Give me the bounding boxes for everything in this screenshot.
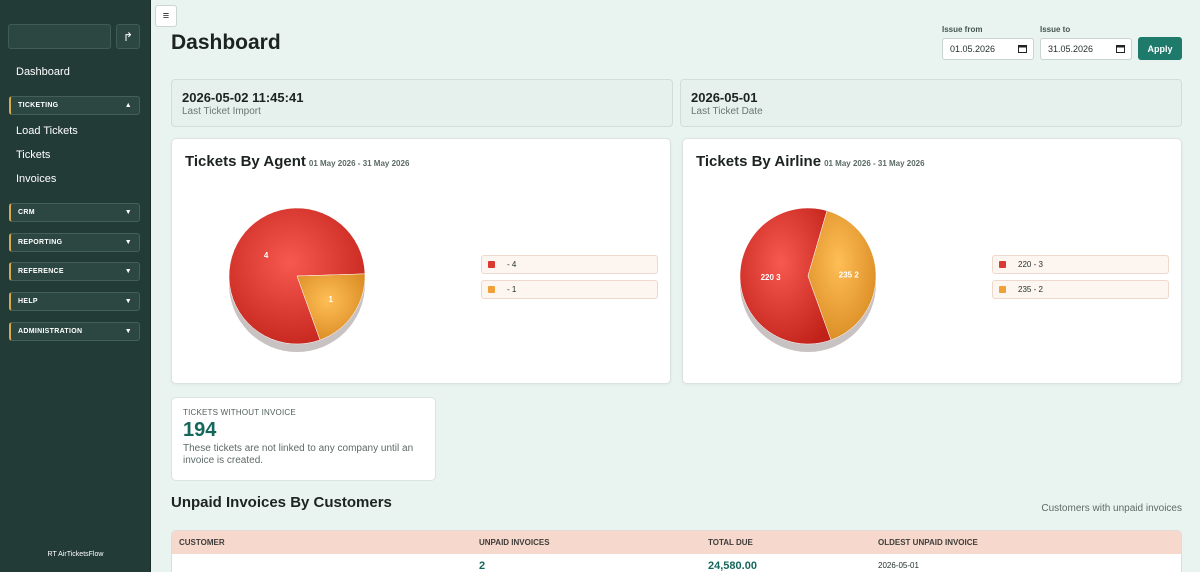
issue-from-label: Issue from (942, 25, 983, 34)
sidebar-group-ticketing[interactable]: TICKETING ▲ (9, 96, 140, 115)
sidebar-group-reference[interactable]: REFERENCE ▼ (9, 262, 140, 281)
chevron-down-icon: ▼ (124, 298, 132, 305)
chart-date-range: 01 May 2026 - 31 May 2026 (824, 159, 925, 168)
chevron-down-icon: ▼ (124, 268, 132, 275)
sidebar-group-administration[interactable]: ADMINISTRATION ▼ (9, 322, 140, 341)
stat-card-last-import: 2026-05-02 11:45:41 Last Ticket Import (171, 79, 673, 127)
sidebar-item-invoices[interactable]: Invoices (16, 173, 57, 185)
pie-data-label: 4 (264, 251, 269, 260)
chevron-down-icon: ▼ (124, 239, 132, 246)
sidebar-item-tickets[interactable]: Tickets (16, 149, 51, 161)
chart-title-text: Tickets By Agent (185, 153, 306, 170)
sidebar-footer: RT AirTicketsFlow (47, 551, 104, 558)
pie-slice[interactable] (807, 210, 877, 341)
legend-swatch (999, 286, 1006, 293)
section-title: Unpaid Invoices By Customers (171, 494, 392, 511)
issue-from-value: 01.05.2026 (950, 44, 996, 54)
issue-to-input[interactable]: 31.05.2026 (1040, 38, 1132, 60)
pie-data-label: 220 3 (761, 273, 782, 282)
stat-label: Last Ticket Import (182, 106, 261, 117)
issue-to-label: Issue to (1040, 25, 1071, 34)
page-title: Dashboard (171, 31, 281, 54)
pie-data-label: 235 2 (839, 271, 860, 280)
chart-card-agent: Tickets By Agent 01 May 2026 - 31 May 202… (171, 138, 671, 384)
sidebar-group-reporting[interactable]: REPORTING ▼ (9, 233, 140, 252)
column-header[interactable]: CUSTOMER (179, 538, 225, 547)
chart-title: Tickets By Agent 01 May 2026 - 31 May 202… (185, 153, 409, 170)
stat-value: 2026-05-02 11:45:41 (182, 90, 304, 105)
stat-card-last-ticket-date: 2026-05-01 Last Ticket Date (680, 79, 1182, 127)
sidebar-group-label: HELP (18, 298, 38, 305)
tickets-without-invoice-card[interactable]: TICKETS WITHOUT INVOICE 194 These ticket… (171, 397, 436, 481)
sidebar-group-help[interactable]: HELP ▼ (9, 292, 140, 311)
sidebar-search[interactable] (8, 24, 111, 49)
menu-toggle-icon[interactable]: ≡ (155, 5, 177, 27)
sidebar-item-load-tickets[interactable]: Load Tickets (16, 125, 78, 137)
issue-from-input[interactable]: 01.05.2026 (942, 38, 1034, 60)
chevron-down-icon: ▼ (124, 328, 132, 335)
sidebar-group-label: REFERENCE (18, 268, 64, 275)
sidebar-group-label: CRM (18, 209, 35, 216)
pie-slice[interactable] (296, 273, 366, 341)
sidebar-group-crm[interactable]: CRM ▼ (9, 203, 140, 222)
pie-chart-airline: 220 3 235 2 (739, 207, 877, 352)
stat-label: Last Ticket Date (691, 106, 763, 117)
twi-count: 194 (183, 419, 217, 441)
chevron-up-icon: ▲ (124, 102, 132, 109)
twi-heading: TICKETS WITHOUT INVOICE (183, 408, 296, 417)
sidebar-search-input[interactable] (9, 25, 110, 48)
calendar-icon[interactable] (1116, 44, 1125, 55)
chart-date-range: 01 May 2026 - 31 May 2026 (308, 159, 410, 168)
stat-value: 2026-05-01 (691, 90, 758, 105)
table-row[interactable]: 2 24,580.00 2026-05-01 (172, 554, 1181, 572)
chart-title: Tickets By Airline 01 May 2026 - 31 May 2… (696, 153, 925, 170)
legend-swatch (999, 261, 1006, 268)
legend-label: 235 - 2 (1018, 285, 1043, 294)
section-subtitle: Customers with unpaid invoices (1041, 503, 1182, 514)
cell-total-due: 24,580.00 (708, 560, 757, 572)
sidebar-group-label: ADMINISTRATION (18, 328, 83, 335)
chart-title-text: Tickets By Airline (696, 153, 822, 170)
legend-swatch (488, 286, 495, 293)
sidebar-item-dashboard[interactable]: Dashboard (16, 66, 70, 78)
cell-oldest-invoice: 2026-05-01 (878, 561, 919, 570)
twi-description: These tickets are not linked to any comp… (183, 443, 414, 466)
chevron-down-icon: ▼ (124, 209, 132, 216)
column-header[interactable]: TOTAL DUE (708, 538, 753, 547)
chart-card-airline: Tickets By Airline 01 May 2026 - 31 May 2… (682, 138, 1182, 384)
legend-item[interactable]: 220 - 3 (992, 255, 1169, 274)
pie-data-label: 1 (329, 295, 334, 304)
apply-button[interactable]: Apply (1138, 37, 1182, 60)
sidebar-group-label: REPORTING (18, 239, 63, 246)
legend-item[interactable]: - 1 (481, 280, 658, 299)
column-header[interactable]: OLDEST UNPAID INVOICE (878, 538, 978, 547)
legend-swatch (488, 261, 495, 268)
unpaid-invoices-table: CUSTOMER UNPAID INVOICES TOTAL DUE OLDES… (171, 530, 1182, 572)
legend-item[interactable]: - 4 (481, 255, 658, 274)
legend-airline: 220 - 3 235 - 2 (992, 255, 1169, 305)
pie-chart-agent: 41 (228, 207, 366, 352)
legend-label: 220 - 3 (1018, 260, 1043, 269)
pie-slice[interactable] (739, 207, 832, 345)
calendar-icon[interactable] (1018, 44, 1027, 55)
issue-to-value: 31.05.2026 (1048, 44, 1094, 54)
legend-agent: - 4 - 1 (481, 255, 658, 305)
legend-item[interactable]: 235 - 2 (992, 280, 1169, 299)
legend-label: - 4 (507, 260, 517, 269)
sidebar: ↱ Dashboard TICKETING ▲ Load Tickets Tic… (0, 0, 151, 572)
cell-unpaid-invoices[interactable]: 2 (479, 560, 486, 572)
legend-label: - 1 (507, 285, 517, 294)
column-header[interactable]: UNPAID INVOICES (479, 538, 550, 547)
logout-arrow-icon[interactable]: ↱ (116, 24, 140, 49)
table-header: CUSTOMER UNPAID INVOICES TOTAL DUE OLDES… (172, 531, 1181, 554)
sidebar-group-label: TICKETING (18, 102, 59, 109)
